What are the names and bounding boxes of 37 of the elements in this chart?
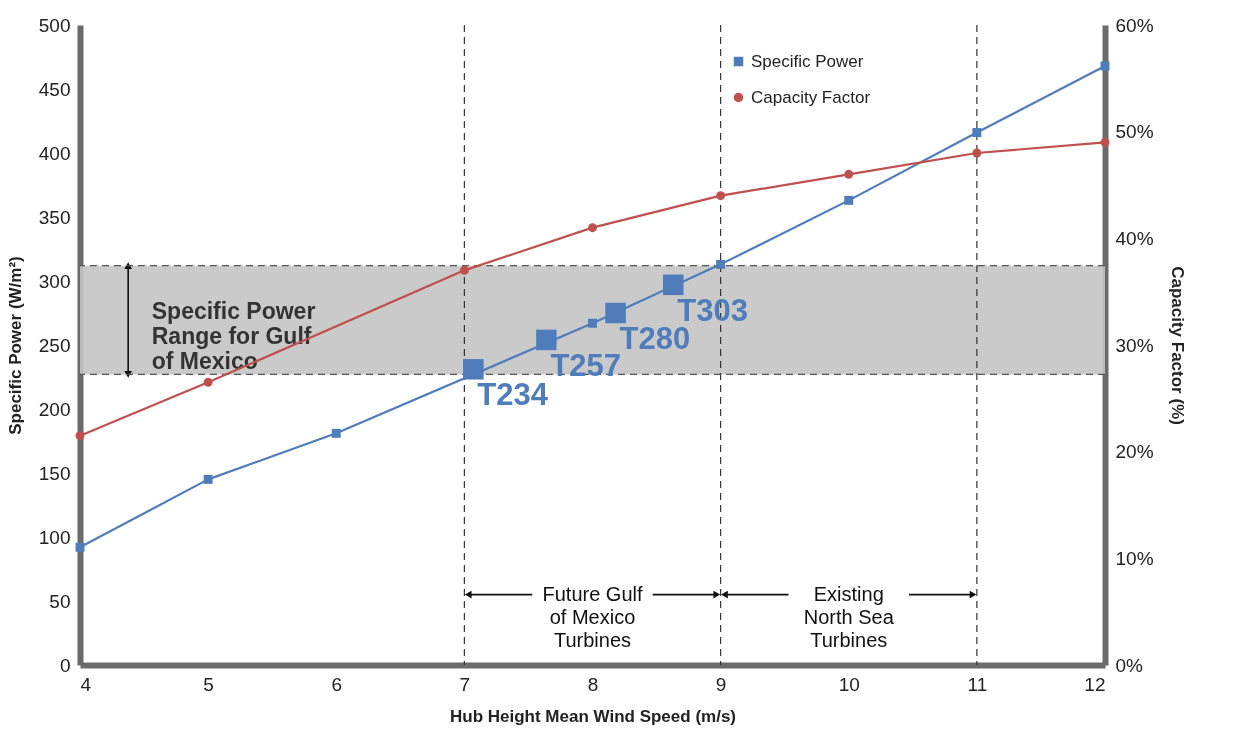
band-label: Specific Power Range for Gulf of Mexico [151, 298, 316, 375]
x-tick-label: 10 [838, 673, 860, 695]
x-axis-title: Hub Height Mean Wind Speed (m/s) [449, 706, 737, 726]
legend-label: Specific Power [751, 51, 864, 71]
y-tick-label: 400 [38, 142, 71, 164]
y2-axis-title: Capacity Factor (%) [1167, 266, 1187, 425]
x-tick-label: 7 [459, 673, 471, 695]
y2-tick-label: 30% [1115, 334, 1154, 356]
y-tick-label: 350 [38, 206, 71, 228]
y-tick-label: 250 [38, 334, 71, 356]
annotation: Existing North Sea Turbines [803, 582, 895, 651]
y2-tick-label: 50% [1115, 121, 1154, 143]
y-tick-label: 0 [59, 654, 71, 676]
y-tick-label: 300 [38, 270, 71, 292]
y-axis-title: Specific Power (W/m²) [5, 256, 25, 435]
y-tick-label: 50 [49, 590, 71, 612]
x-tick-label: 9 [715, 673, 727, 695]
x-tick-label: 4 [80, 673, 92, 695]
y-tick-label: 200 [38, 398, 71, 420]
y2-tick-label: 10% [1115, 547, 1154, 569]
y2-tick-label: 0% [1115, 654, 1144, 676]
y-tick-label: 100 [38, 526, 71, 548]
legend-label: Capacity Factor [751, 87, 871, 107]
data-label: T234 [477, 377, 549, 413]
y2-tick-label: 20% [1115, 441, 1154, 463]
x-tick-label: 11 [967, 673, 988, 695]
data-label: T257 [550, 347, 622, 383]
x-tick-label: 8 [587, 673, 599, 695]
x-tick-label: 5 [203, 673, 214, 695]
y2-tick-label: 40% [1115, 227, 1154, 249]
y-tick-label: 500 [38, 14, 71, 36]
annotation: Future Gulf of Mexico Turbines [542, 582, 643, 651]
y2-tick-label: 60% [1115, 14, 1154, 36]
y-tick-label: 150 [38, 462, 71, 484]
x-tick-label: 6 [331, 673, 343, 695]
x-tick-label: 12 [1084, 673, 1106, 695]
y-tick-label: 450 [38, 78, 71, 100]
